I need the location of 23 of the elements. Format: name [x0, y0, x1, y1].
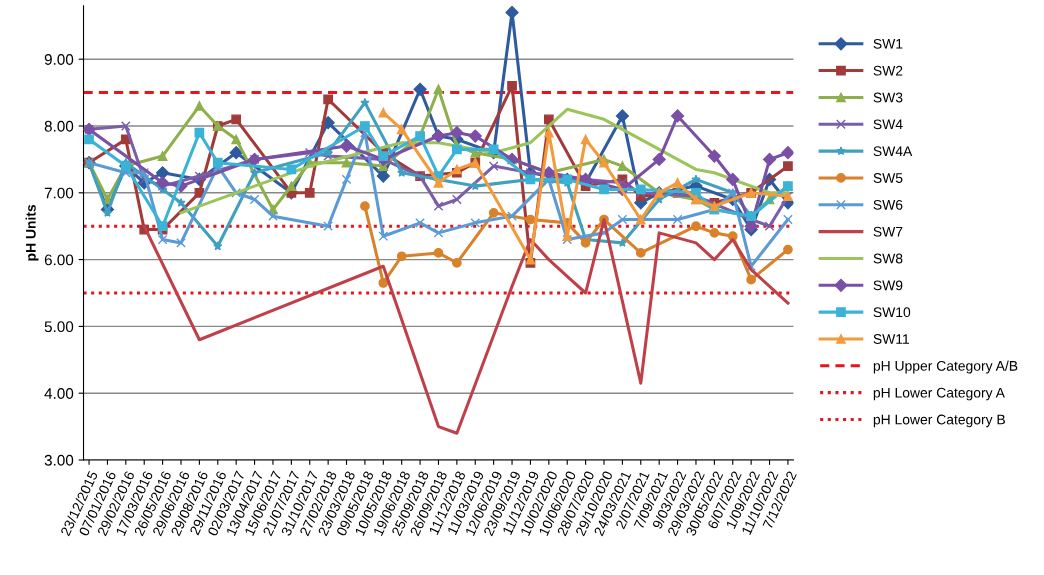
legend-label: pH Lower Category B: [873, 414, 1005, 428]
y-tick-label: 6.00: [44, 254, 74, 266]
legend-label: SW10: [873, 307, 911, 318]
legend-label: SW9: [873, 280, 903, 291]
y-tick-label: 8.00: [44, 120, 74, 132]
legend-label: SW4: [873, 119, 903, 130]
legend-label: SW5: [873, 173, 903, 183]
legend-label: SW11: [873, 334, 910, 344]
legend-label: SW6: [873, 199, 903, 210]
legend-label: SW8: [873, 253, 903, 264]
legend-label: SW4A: [873, 146, 913, 157]
y-axis-title: pH Units: [25, 204, 39, 261]
y-tick-label: 9.00: [44, 54, 74, 65]
legend-label: pH Upper Category A/B: [873, 360, 1018, 374]
legend-label: pH Lower Category A: [873, 387, 1005, 401]
y-tick-label: 3.00: [44, 454, 74, 466]
legend-label: SW7: [873, 226, 903, 237]
y-tick-label: 5.00: [44, 321, 74, 333]
legend-label: SW3: [873, 92, 903, 103]
legend-label: SW1: [873, 38, 903, 49]
y-tick-label: 4.00: [44, 388, 74, 399]
y-tick-label: 7.00: [44, 187, 74, 199]
legend-label: SW2: [873, 65, 903, 76]
